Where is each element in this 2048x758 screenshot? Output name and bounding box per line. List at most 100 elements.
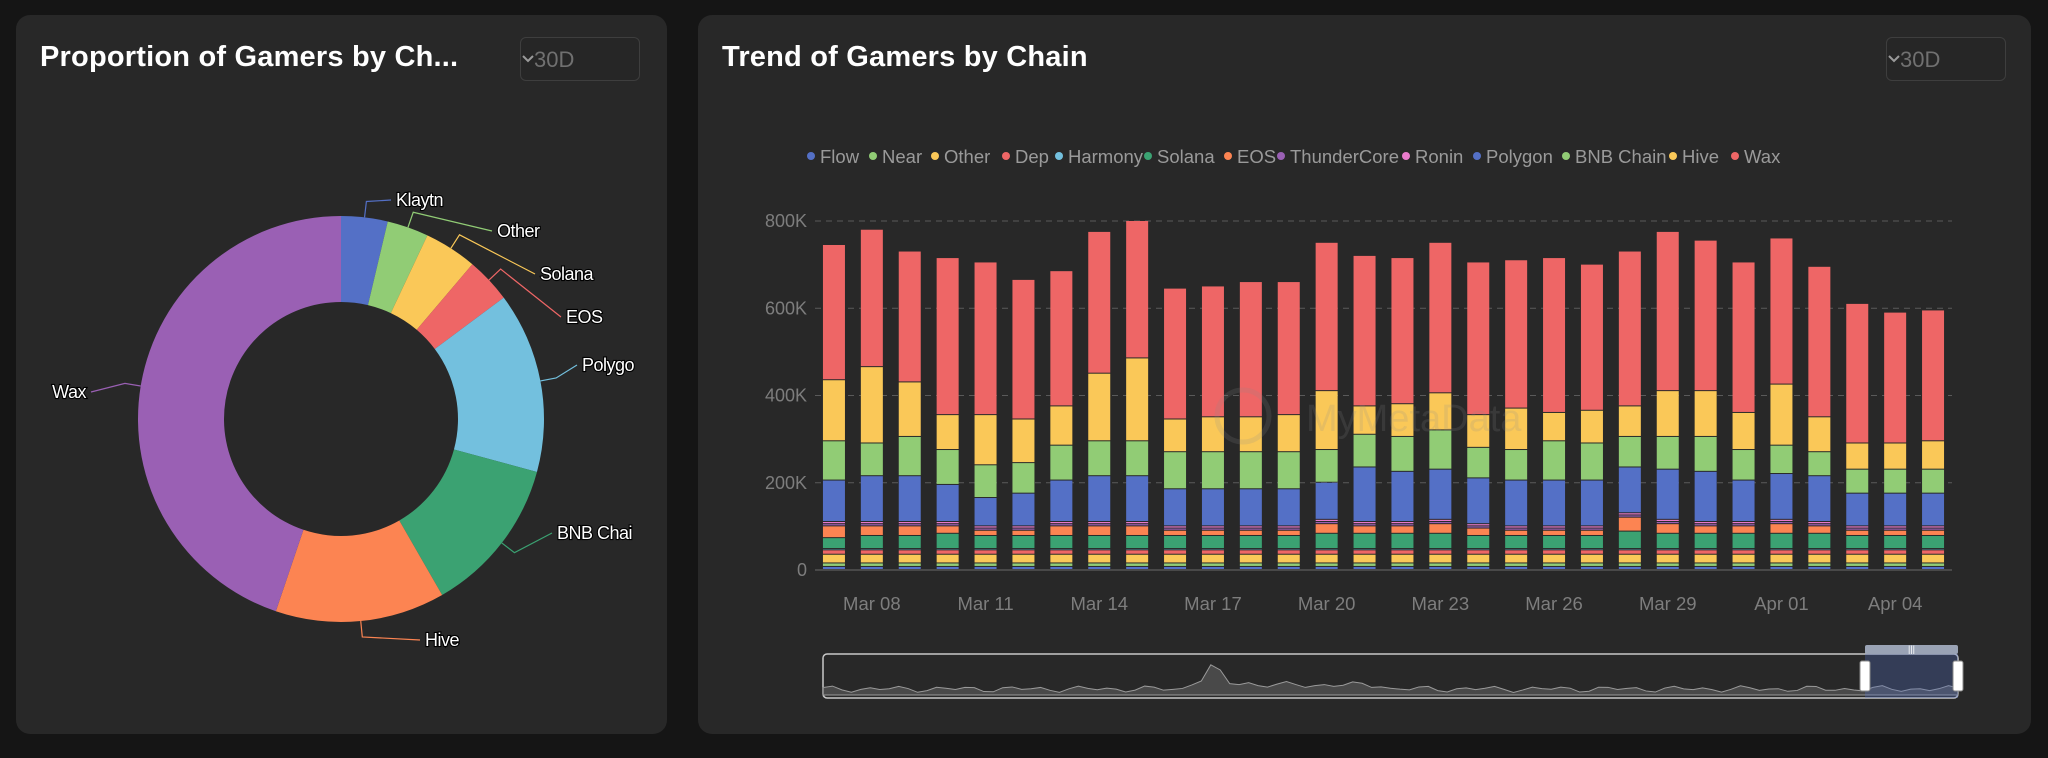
bar-segment-ronin: [1012, 526, 1035, 528]
bar-segment-hive: [1846, 443, 1869, 469]
bar-segment-dep: [1580, 550, 1603, 554]
pie-slice-klaytn: [341, 216, 388, 306]
bar-segment-ronin: [898, 522, 921, 524]
bar-segment-wax: [1353, 255, 1376, 406]
bar-segment-wax: [974, 262, 997, 415]
stacked-bar-chart: Flow Near Other Dep Harmony Solana EOS ThunderC…: [765, 146, 1964, 699]
legend-label: Hive: [1682, 146, 1719, 167]
bar-segment-near: [898, 563, 921, 566]
bar-segment-other: [1353, 554, 1376, 563]
bar-segment-flow: [1315, 566, 1338, 569]
datazoom-right-handle[interactable]: [1952, 660, 1964, 692]
bar-segment-dep: [1201, 550, 1224, 554]
bar-segment-wax: [1808, 266, 1831, 417]
bar-segment-wax: [1126, 221, 1149, 358]
datazoom-left-handle[interactable]: [1859, 660, 1871, 692]
pie-slice-label: Other: [497, 221, 540, 241]
bar-segment-hive: [1656, 391, 1679, 436]
bar-segment-eos: [1088, 526, 1111, 535]
bar-segment-near: [1922, 563, 1945, 566]
pie-leader-line: [363, 199, 392, 218]
bar-segment-hive: [974, 415, 997, 465]
bar-segment-polygon: [1201, 489, 1224, 526]
range-select-value: 30D: [534, 47, 575, 72]
legend-marker-flow: [807, 152, 815, 160]
bar-segment-eos: [1580, 530, 1603, 535]
range-select[interactable]: 30D: [520, 37, 640, 81]
bar-segment-ronin: [1656, 519, 1679, 522]
bar-segment-ronin: [1164, 526, 1187, 528]
range-select-value: 30D: [1900, 47, 1941, 72]
bar-segment-ronin: [1694, 522, 1717, 524]
bar-segment-near: [1808, 563, 1831, 566]
bar-segment-flow: [1277, 566, 1300, 569]
bar-segment-dep: [1543, 550, 1566, 554]
datazoom-move-handle[interactable]: [1865, 645, 1958, 654]
bar-segment-solana: [1239, 535, 1262, 549]
bar-segment-solana: [1656, 533, 1679, 549]
bar-segment-wax: [1391, 258, 1414, 404]
bar-segment-eos: [1656, 524, 1679, 533]
bar-segment-eos: [1050, 526, 1073, 535]
bar-segment-wax: [1846, 303, 1869, 443]
bar-segment-solana: [1164, 535, 1187, 549]
pie-leader-line: [540, 364, 578, 382]
bar-segment-other: [1391, 554, 1414, 563]
pie-slice-label: EOS: [566, 307, 603, 327]
bar-segment-solana: [1467, 535, 1490, 549]
bar-segment-eos: [1277, 530, 1300, 535]
watermark-text: MyMetaData: [1306, 398, 1522, 440]
bar-segment-flow: [1884, 566, 1907, 569]
bar-segment-bnb-chain: [1808, 452, 1831, 476]
bar-segment-wax: [1694, 240, 1717, 391]
bar-segment-dep: [1429, 550, 1452, 554]
bar-segment-flow: [1088, 566, 1111, 569]
bar-segment-bnb-chain: [898, 436, 921, 476]
bar-segment-thundercore: [860, 524, 883, 526]
bar-segment-hive: [860, 367, 883, 443]
bar-segment-wax: [1656, 231, 1679, 391]
legend-marker-other: [931, 152, 939, 160]
bar-segment-hive: [1580, 410, 1603, 443]
x-tick-label: Mar 14: [1070, 593, 1128, 614]
bar-segment-thundercore: [1884, 528, 1907, 530]
bar-segment-ronin: [1618, 513, 1641, 515]
bar-segment-polygon: [974, 498, 997, 526]
bar-segment-eos: [1505, 530, 1528, 535]
bar-segment-near: [822, 563, 845, 566]
bar-segment-polygon: [1580, 480, 1603, 526]
bar-segment-eos: [1732, 526, 1755, 533]
bar-segment-bnb-chain: [1580, 443, 1603, 480]
bar-segment-near: [1543, 563, 1566, 566]
bar-segment-other: [1126, 554, 1149, 563]
bar-segment-other: [1315, 554, 1338, 563]
bar-segment-solana: [1505, 535, 1528, 549]
bar-segment-wax: [1505, 260, 1528, 408]
bar-segment-ronin: [1846, 526, 1869, 528]
pie-slice-label: Hive: [425, 630, 459, 650]
bar-segment-other: [898, 554, 921, 563]
bar-segment-dep: [1732, 550, 1755, 554]
bar-segment-ronin: [1922, 526, 1945, 528]
bar-segment-wax: [1429, 242, 1452, 393]
bar-segment-eos: [1315, 524, 1338, 533]
bar-segment-flow: [1505, 566, 1528, 569]
x-tick-label: Apr 01: [1754, 593, 1809, 614]
bar-segment-bnb-chain: [1012, 463, 1035, 493]
bar-segment-other: [936, 554, 959, 563]
range-select[interactable]: 30D: [1886, 37, 2006, 81]
bar-segment-flow: [1050, 566, 1073, 569]
legend-label: Harmony: [1068, 146, 1144, 167]
bar-segment-hive: [1201, 417, 1224, 452]
bar-segment-solana: [1088, 535, 1111, 549]
bar-segment-wax: [1543, 258, 1566, 412]
bar-segment-flow: [1922, 566, 1945, 569]
y-tick-label: 600K: [765, 298, 807, 318]
legend-label: Solana: [1157, 146, 1215, 167]
bar-segment-near: [1694, 563, 1717, 566]
bar-segment-eos: [936, 526, 959, 533]
bar-segment-bnb-chain: [1694, 436, 1717, 471]
bar-segment-ronin: [1088, 522, 1111, 524]
bar-segment-hive: [1277, 415, 1300, 452]
bar-segment-near: [1239, 563, 1262, 566]
